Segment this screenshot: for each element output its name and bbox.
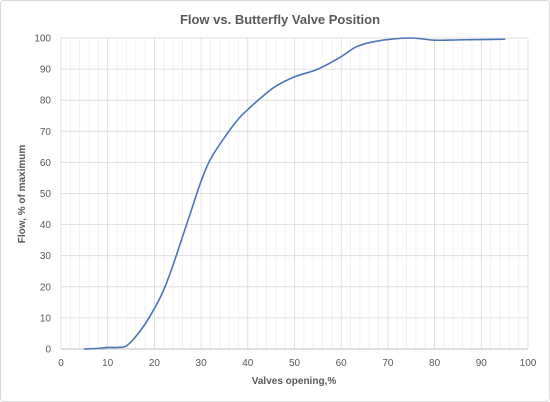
x-tick-30: 30: [196, 358, 208, 369]
major-gridlines: [60, 37, 529, 349]
y-tick-40: 40: [40, 220, 52, 231]
y-tick-10: 10: [40, 313, 52, 324]
y-tick-80: 80: [40, 96, 52, 107]
x-tick-70: 70: [382, 358, 394, 369]
x-tick-100: 100: [520, 358, 537, 369]
x-tick-60: 60: [336, 358, 348, 369]
x-axis-label: Valves opening,%: [252, 376, 337, 387]
y-tick-20: 20: [40, 282, 52, 293]
x-tick-20: 20: [149, 358, 161, 369]
x-tick-50: 50: [289, 358, 301, 369]
x-tick-10: 10: [102, 358, 114, 369]
y-tick-60: 60: [40, 158, 52, 169]
y-axis-label: Flow, % of maximum: [17, 145, 28, 244]
y-tick-30: 30: [40, 251, 52, 262]
y-tick-50: 50: [40, 189, 52, 200]
chart-title: Flow vs. Butterfly Valve Position: [180, 12, 380, 27]
x-tick-80: 80: [429, 358, 441, 369]
x-tick-0: 0: [58, 358, 64, 369]
y-tick-0: 0: [45, 345, 51, 356]
y-tick-labels: 0 10 20 30 40 50 60 70 80 90 100: [34, 34, 51, 356]
x-tick-90: 90: [476, 358, 488, 369]
y-tick-90: 90: [40, 65, 52, 76]
y-tick-100: 100: [34, 34, 51, 45]
y-tick-70: 70: [40, 127, 52, 138]
x-tick-40: 40: [242, 358, 254, 369]
x-tick-labels: 0 10 20 30 40 50 60 70 80 90 100: [58, 358, 537, 369]
flow-series-line: [83, 37, 506, 350]
